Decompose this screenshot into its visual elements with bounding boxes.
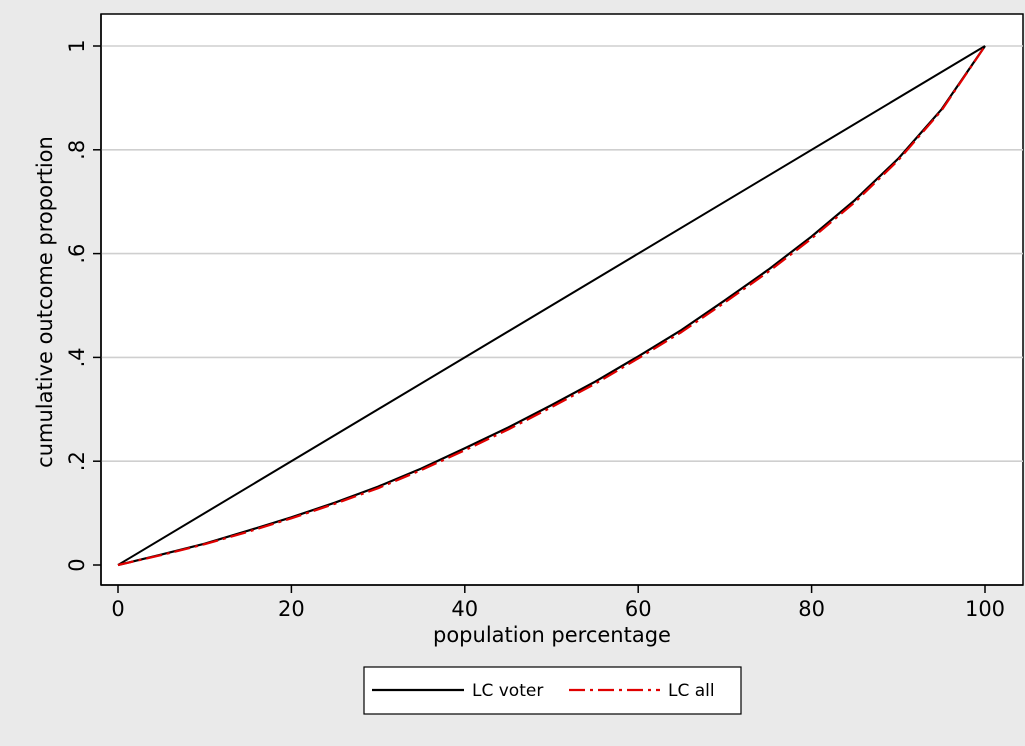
legend: LC voter LC all	[363, 666, 742, 715]
x-tick-label: 0	[111, 597, 124, 621]
series-lines	[117, 45, 986, 567]
y-tick-label: 1	[65, 39, 89, 52]
y-tick-label: 0	[65, 558, 89, 571]
equality-line	[117, 45, 986, 566]
x-tick-label: 20	[278, 597, 305, 621]
x-tick-label: 100	[965, 597, 1005, 621]
x-tick-label: 80	[798, 597, 825, 621]
y-tick-label: .6	[65, 244, 89, 264]
y-tick-label: .4	[65, 347, 89, 367]
y-tick-label: .2	[65, 451, 89, 471]
series-line-lc-all	[117, 45, 986, 567]
tick-labels: 0 .2 .4 .6 .8 1 0 20 40 60 80 100	[65, 39, 1005, 621]
axes	[93, 14, 1023, 593]
x-tick-label: 60	[625, 597, 652, 621]
legend-label: LC voter	[472, 681, 543, 701]
y-tick-label: .8	[65, 140, 89, 160]
x-axis-title: population percentage	[433, 623, 671, 647]
y-axis-title: cumulative outcome proportion	[33, 136, 57, 468]
legend-label: LC all	[668, 681, 715, 701]
grid-lines	[101, 45, 1023, 463]
legend-items: LC voter LC all	[372, 681, 715, 701]
x-tick-label: 40	[451, 597, 478, 621]
